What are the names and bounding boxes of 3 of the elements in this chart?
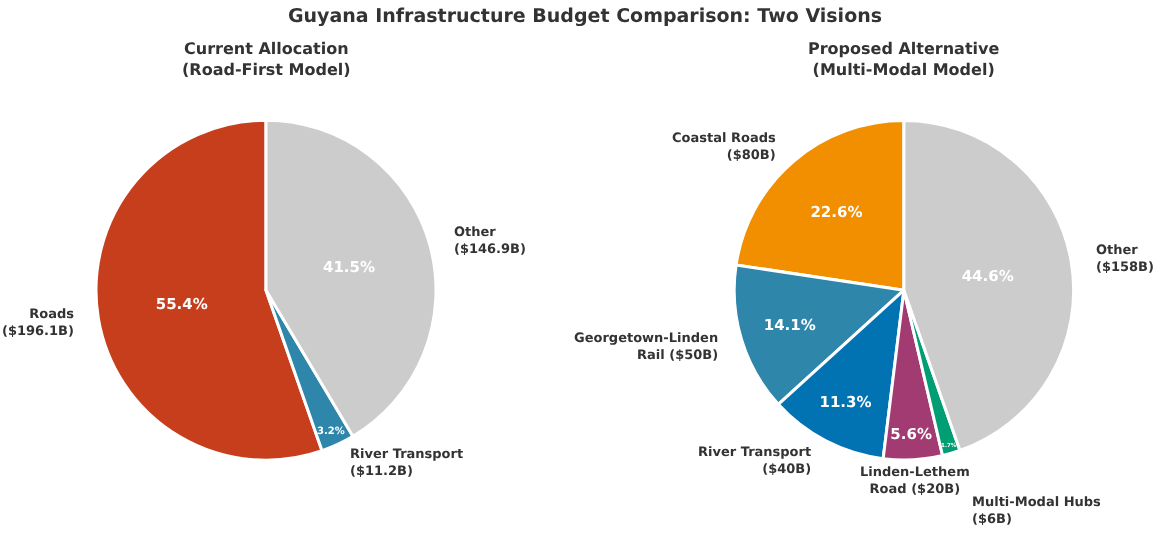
chart-subtitle: Current Allocation (Road-First Model)	[182, 40, 351, 79]
text: Guyana Infrastructure Budget Comparison: Two Visions	[285, 6, 885, 28]
chart-subtitle: Proposed Alternative (Multi-Modal Model)	[808, 40, 1001, 79]
